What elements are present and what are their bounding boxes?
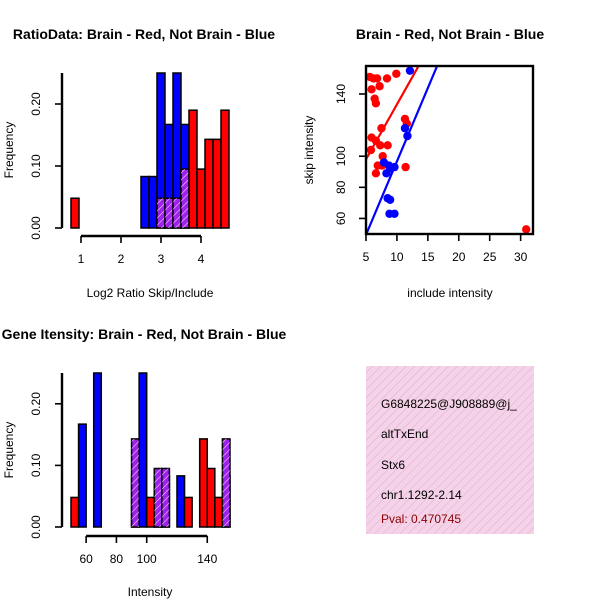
info-box-hatching: [366, 366, 534, 534]
red-bar: [220, 109, 230, 229]
y-tick-label: 0.00: [29, 515, 43, 539]
x-tick-label: 20: [452, 250, 466, 264]
overlap-bar-hatch: [222, 438, 230, 527]
red-bar: [188, 109, 198, 229]
x-tick-label: 100: [137, 552, 157, 566]
ratio-y-label: Frequency: [2, 122, 16, 179]
red-point: [371, 99, 381, 108]
overlap-bar-hatch: [173, 198, 181, 228]
x-tick-label: 4: [198, 252, 205, 266]
blue-bar: [77, 423, 87, 528]
red-point: [366, 145, 376, 155]
intensity-histogram-title: Gene Itensity: Brain - Red, Not Brain - …: [2, 326, 287, 342]
blue-fit-line: [366, 66, 439, 234]
red-bar: [212, 138, 222, 229]
x-tick-label: 25: [483, 250, 497, 264]
red-point: [383, 141, 392, 150]
red-point: [371, 169, 381, 178]
x-tick-label: 15: [421, 250, 435, 264]
overlap-bar-hatch: [154, 468, 162, 527]
blue-point: [382, 169, 391, 178]
info-pval: Pval: 0.470745: [381, 512, 461, 526]
red-point: [392, 69, 401, 78]
red-point: [372, 74, 382, 83]
ratio-axes: 1 2 3 4 0.00 0.10 0.20: [29, 73, 205, 266]
intensity-y-label: Frequency: [2, 422, 16, 479]
x-tick-label: 1: [78, 252, 85, 266]
overlap-bar-hatch: [161, 468, 170, 527]
scatter-x-label: include intensity: [407, 286, 492, 300]
y-tick-label: 100: [334, 146, 348, 166]
y-tick-label: 0.10: [29, 154, 43, 178]
scatter-panel: Brain - Red, Not Brain - Blue 5 10 15 20 25 3…: [302, 26, 544, 300]
red-point: [521, 225, 531, 234]
y-tick-label: 0.20: [29, 392, 43, 416]
scatter-plot: 5 10 15 20 25 30 60 80 100 140: [334, 64, 535, 264]
info-event-type: altTxEnd: [381, 427, 428, 441]
x-tick-label: 3: [158, 252, 165, 266]
red-bar: [204, 138, 214, 229]
blue-point: [400, 124, 410, 133]
red-bar: [196, 168, 206, 229]
red-bar: [206, 467, 216, 528]
overlap-bar-hatch: [181, 169, 189, 228]
x-tick-label: 5: [363, 250, 370, 264]
info-location: chr1.1292-2.14: [381, 488, 462, 502]
red-point: [378, 152, 387, 161]
blue-point: [405, 66, 415, 75]
overlap-bar-hatch: [131, 438, 140, 527]
x-tick-label: 60: [79, 552, 93, 566]
intensity-bars: [70, 372, 231, 528]
blue-bar: [138, 372, 148, 528]
red-point: [401, 162, 410, 172]
blue-point: [403, 131, 412, 141]
info-gene-name: Stx6: [381, 458, 405, 472]
red-bar: [183, 496, 193, 528]
overlap-bar-hatch: [157, 198, 165, 228]
red-point: [382, 74, 392, 83]
ratio-bars: [70, 72, 230, 229]
intensity-histogram-panel: Gene Itensity: Brain - Red, Not Brain - …: [2, 326, 287, 599]
red-bar: [70, 496, 80, 528]
red-bar: [145, 496, 156, 528]
blue-bar: [92, 372, 103, 528]
scatter-frame: [364, 64, 535, 236]
scatter-inner: [366, 66, 531, 234]
y-tick-label: 0.20: [29, 92, 43, 116]
intensity-axes: 60 80 100 140 0.00 0.10 0.20: [29, 373, 218, 566]
scatter-y-label: skip intensity: [302, 116, 316, 185]
ratio-histogram-panel: RatioData: Brain - Red, Not Brain - Blue…: [2, 26, 275, 300]
blue-point: [385, 195, 395, 204]
red-point: [375, 82, 384, 91]
red-point: [377, 124, 386, 133]
y-tick-label: 0.00: [29, 216, 43, 240]
red-point: [367, 85, 376, 94]
red-bar: [198, 438, 209, 528]
info-panel: G6848225@J908889@j_ altTxEnd Stx6 chr1.1…: [366, 366, 534, 534]
x-tick-label: 10: [390, 250, 404, 264]
blue-bar: [140, 175, 150, 229]
ratio-histogram-title: RatioData: Brain - Red, Not Brain - Blue: [13, 26, 275, 42]
red-bar: [70, 197, 80, 229]
y-tick-label: 140: [334, 84, 348, 104]
blue-point: [390, 209, 399, 218]
red-bar: [214, 496, 224, 528]
info-event-id: G6848225@J908889@j_: [381, 397, 517, 411]
x-tick-label: 140: [197, 552, 217, 566]
x-tick-label: 30: [514, 250, 528, 264]
red-point: [376, 141, 385, 150]
ratio-x-label: Log2 Ratio Skip/Include: [87, 286, 214, 300]
blue-bar: [176, 475, 186, 528]
y-tick-label: 60: [334, 211, 348, 225]
intensity-x-label: Intensity: [128, 585, 173, 599]
blue-bar: [148, 175, 158, 229]
x-tick-label: 2: [118, 252, 125, 266]
y-tick-label: 0.10: [29, 453, 43, 477]
x-tick-label: 80: [110, 552, 124, 566]
scatter-title: Brain - Red, Not Brain - Blue: [356, 26, 544, 42]
y-tick-label: 80: [334, 180, 348, 194]
overlap-bar-hatch: [165, 198, 173, 228]
